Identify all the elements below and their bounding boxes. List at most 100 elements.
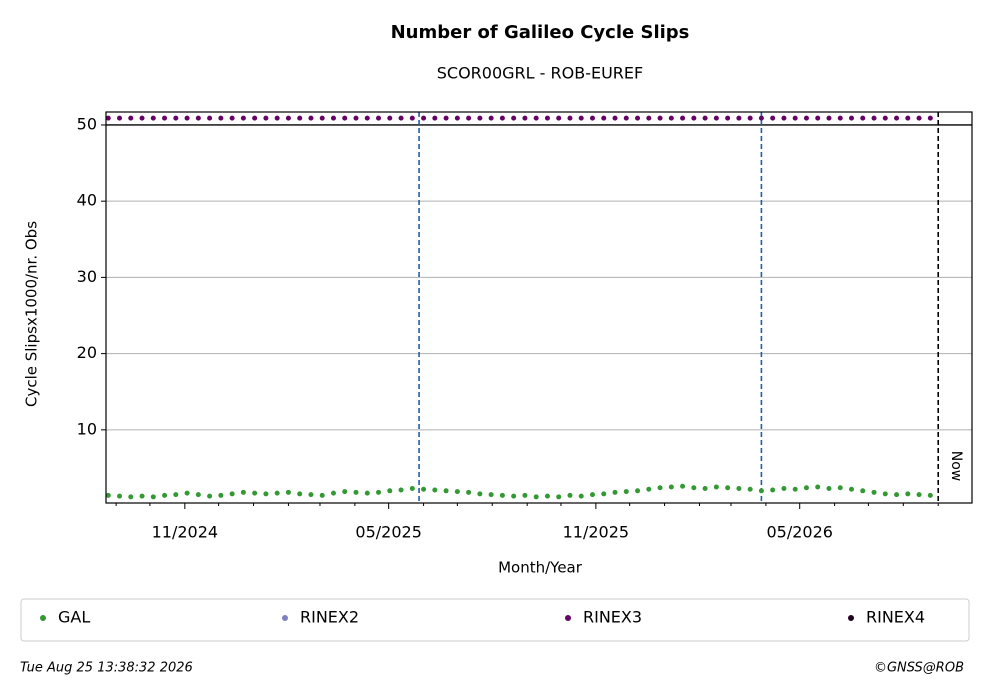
data-point (612, 489, 618, 495)
data-point (803, 485, 809, 491)
data-point (758, 488, 764, 494)
data-point (466, 489, 472, 495)
data-point (702, 486, 708, 492)
data-point (680, 483, 686, 489)
data-point (319, 115, 325, 121)
y-tick-label: 50 (77, 114, 97, 133)
data-point (747, 486, 753, 492)
data-point (882, 115, 888, 121)
data-point (105, 115, 111, 121)
y-tick-label: 30 (77, 267, 97, 286)
data-point (713, 484, 719, 490)
data-point (567, 115, 573, 121)
data-point (871, 489, 877, 495)
y-tick-label: 20 (77, 343, 97, 362)
data-point (263, 115, 269, 121)
data-point (544, 493, 550, 499)
data-point (364, 115, 370, 121)
data-point (454, 115, 460, 121)
data-point (353, 115, 359, 121)
y-tick-label: 40 (77, 191, 97, 210)
data-point (274, 490, 280, 496)
data-point (601, 491, 607, 497)
legend-marker (848, 615, 854, 621)
data-point (680, 115, 686, 121)
data-point (488, 492, 494, 498)
x-tick-label: 11/2025 (563, 523, 629, 542)
data-point (229, 491, 235, 497)
data-point (252, 115, 258, 121)
data-point (398, 115, 404, 121)
data-point (522, 115, 528, 121)
data-point (499, 492, 505, 498)
data-point (770, 487, 776, 493)
y-axis-label: Cycle Slipsx1000/nr. Obs (23, 221, 41, 407)
data-point (657, 485, 663, 491)
data-point (623, 115, 629, 121)
data-point (623, 489, 629, 495)
data-point (432, 487, 438, 493)
data-point (274, 115, 280, 121)
data-point (117, 493, 123, 499)
data-point (477, 491, 483, 497)
data-point (736, 486, 742, 492)
data-point (139, 115, 145, 121)
data-point (364, 490, 370, 496)
data-point (849, 115, 855, 121)
data-point (725, 115, 731, 121)
data-point (477, 115, 483, 121)
data-point (184, 115, 190, 121)
data-point (837, 115, 843, 121)
data-point (319, 492, 325, 498)
data-point (308, 492, 314, 498)
data-point (376, 115, 382, 121)
timestamp: Tue Aug 25 13:38:32 2026 (20, 661, 193, 676)
data-point (285, 115, 291, 121)
data-point (635, 115, 641, 121)
legend-box (20, 598, 970, 642)
legend-marker (282, 615, 288, 621)
data-point (511, 115, 517, 121)
x-tick-label: 05/2025 (355, 523, 421, 542)
data-point (240, 489, 246, 495)
x-tick-label: 11/2024 (152, 523, 218, 542)
data-point (894, 492, 900, 498)
data-point (443, 115, 449, 121)
legend-label: RINEX2 (300, 608, 359, 627)
data-point (533, 115, 539, 121)
data-point (927, 115, 933, 121)
data-point (646, 115, 652, 121)
data-point (556, 494, 562, 500)
data-point (894, 115, 900, 121)
data-point (443, 488, 449, 494)
x-tick-label: 05/2026 (766, 523, 832, 542)
legend-marker (565, 615, 571, 621)
data-point (882, 491, 888, 497)
data-point (826, 486, 832, 492)
legend-label: GAL (58, 608, 90, 627)
data-point (173, 492, 179, 498)
data-point (691, 115, 697, 121)
data-point (342, 115, 348, 121)
data-point (195, 115, 201, 121)
data-point (387, 488, 393, 494)
data-point (691, 485, 697, 491)
data-point (173, 115, 179, 121)
data-point (162, 492, 168, 498)
data-point (342, 489, 348, 495)
chart-title: Number of Galileo Cycle Slips (391, 22, 690, 43)
data-point (330, 115, 336, 121)
data-point (815, 484, 821, 490)
data-point (725, 485, 731, 491)
data-point (387, 115, 393, 121)
data-point (409, 115, 415, 121)
data-point (285, 489, 291, 495)
legend-label: RINEX4 (866, 608, 925, 627)
data-point (218, 115, 224, 121)
data-point (376, 489, 382, 495)
plot-frame (105, 111, 973, 504)
data-point (567, 492, 573, 498)
data-point (668, 484, 674, 490)
data-point (432, 115, 438, 121)
